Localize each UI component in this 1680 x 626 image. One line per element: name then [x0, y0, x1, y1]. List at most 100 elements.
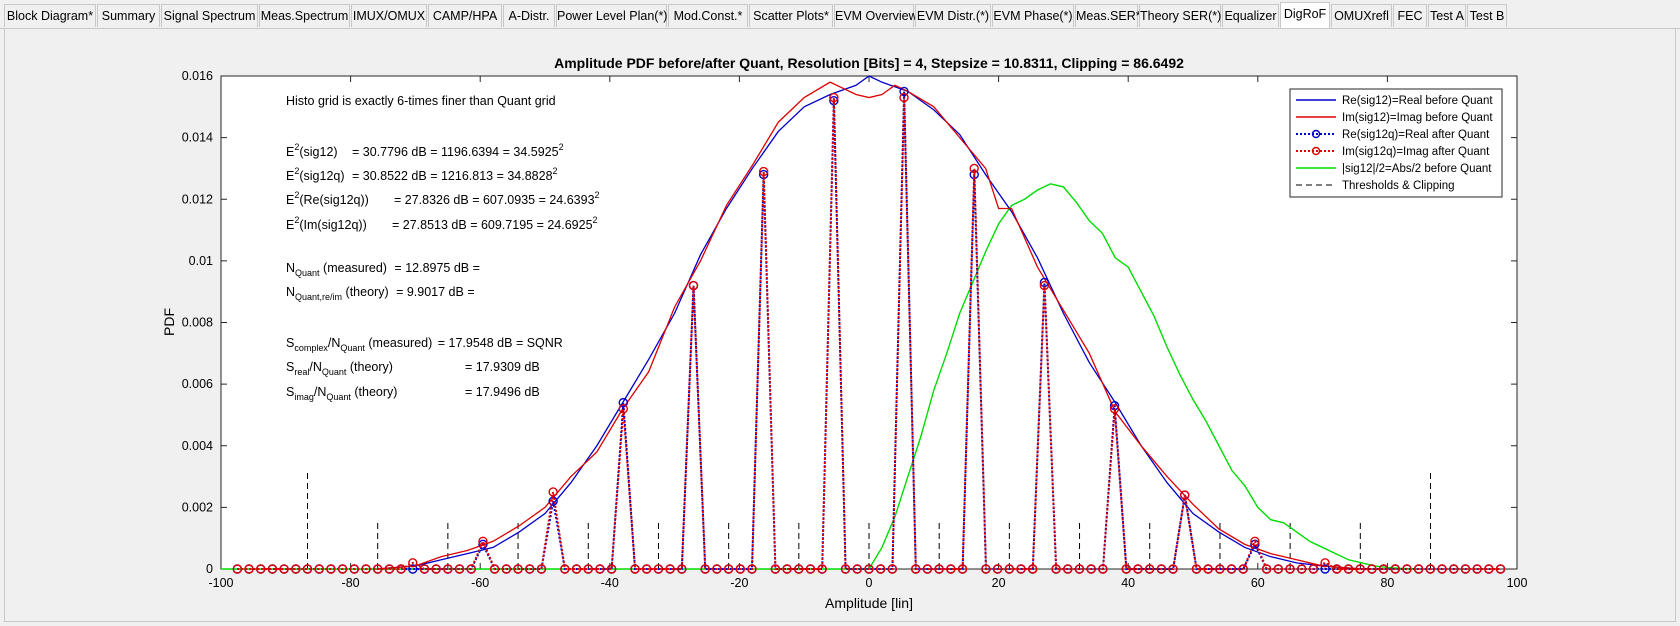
imag-after-quant-marker — [244, 564, 254, 574]
imag-after-quant-marker — [1156, 564, 1167, 574]
imag-after-quant-marker — [1308, 564, 1319, 574]
imag-after-quant-marker — [548, 487, 558, 497]
tab-scatter-plots[interactable]: Scatter Plots* — [749, 4, 833, 27]
y-tick-label: 0.016 — [182, 69, 213, 83]
imag-after-quant-marker — [1261, 564, 1272, 574]
imag-after-quant-marker — [1355, 564, 1365, 574]
histo-grid-note: Histo grid is exactly 6-times finer than… — [286, 94, 556, 108]
real-after-quant-marker — [478, 539, 488, 550]
tab-equalizer[interactable]: Equalizer — [1222, 4, 1279, 27]
tab-theory-ser[interactable]: Theory SER(*) — [1139, 4, 1221, 27]
tab-bar: Block Diagram* Summary Signal Spectrum Meas… — [0, 0, 1680, 29]
x-tick-label: -20 — [730, 576, 748, 590]
imag-after-quant-marker — [630, 564, 640, 574]
imag-after-quant-marker — [1238, 564, 1248, 574]
imag-after-quant-marker — [665, 564, 675, 574]
imag-after-quant-marker — [1495, 564, 1506, 574]
imag-after-quant-marker — [653, 564, 664, 574]
legend-abs-before-label: |sig12|/2=Abs/2 before Quant — [1342, 163, 1492, 175]
y-tick-label: 0.008 — [182, 316, 213, 330]
imag-after-quant-marker — [735, 564, 745, 574]
y-tick-label: 0.002 — [182, 500, 213, 514]
imag-after-quant-marker — [1133, 564, 1143, 574]
imag-after-quant-marker — [618, 404, 629, 414]
imag-after-quant-marker — [1215, 564, 1225, 574]
imag-after-quant-marker — [1121, 564, 1131, 574]
tab-meas-ser[interactable]: Meas.SER* — [1075, 4, 1141, 27]
imag-after-quant-marker — [677, 564, 687, 574]
energy-row: E2(sig12q) — [286, 166, 345, 183]
imag-after-quant-marker — [1285, 564, 1295, 574]
tab-block-diagram[interactable]: Block Diagram* — [4, 4, 96, 27]
imag-after-quant-marker — [1367, 564, 1377, 574]
imag-after-quant-marker — [957, 564, 968, 574]
imag-after-quant-marker — [758, 166, 769, 177]
y-tick-label: 0.006 — [182, 377, 213, 391]
imag-after-quant-marker — [1051, 564, 1061, 574]
energy-value: = 30.8522 dB = 1216.813 = 34.88282 — [352, 166, 558, 183]
imag-after-quant-marker — [1203, 564, 1213, 574]
tab-fec[interactable]: FEC — [1393, 4, 1427, 27]
tab-power-level-plan[interactable]: Power Level Plan(*) — [556, 4, 667, 27]
tab-camp-hpa[interactable]: CAMP/HPA — [428, 4, 502, 27]
chart-title: Amplitude PDF before/after Quant, Resolu… — [554, 55, 1184, 71]
imag-after-quant-marker — [688, 280, 699, 291]
imag-after-quant-marker — [443, 564, 453, 574]
noise-row: NQuant,re/im (theory) = 9.9017 dB = — [286, 285, 475, 302]
tab-summary[interactable]: Summary — [97, 4, 160, 27]
imag-after-quant-marker — [384, 564, 395, 574]
imag-after-quant-marker — [478, 536, 488, 546]
imag-after-quant-marker — [1098, 564, 1108, 574]
imag-after-quant-marker — [1460, 564, 1471, 574]
imag-after-quant-marker — [1343, 564, 1354, 574]
tab-omuxrefl[interactable]: OMUXrefl — [1331, 4, 1392, 27]
imag-after-quant-marker — [1027, 564, 1038, 574]
imag-after-quant-marker — [723, 564, 734, 574]
imag-after-quant-marker — [291, 564, 301, 574]
imag-after-quant-marker — [1086, 564, 1096, 574]
imag-after-quant-marker — [1004, 564, 1014, 574]
tab-test-a[interactable]: Test A — [1428, 4, 1466, 27]
tab-a-distr[interactable]: A-Distr. — [503, 4, 555, 27]
tab-evm-phase[interactable]: EVM Phase(*) — [992, 4, 1074, 27]
imag-after-quant-marker — [747, 564, 757, 574]
y-tick-label: 0.012 — [182, 192, 213, 206]
imag-after-quant-marker — [840, 564, 851, 574]
imag-after-quant-marker — [326, 564, 336, 574]
energy-value: = 27.8513 dB = 609.7195 = 24.69252 — [392, 215, 598, 232]
tab-signal-spectrum[interactable]: Signal Spectrum — [161, 4, 258, 27]
tab-evm-overview[interactable]: EVM Overview — [834, 4, 918, 27]
abs-before-quant-line — [221, 183, 1414, 570]
imag-after-quant-marker — [887, 564, 898, 574]
imag-after-quant-marker — [466, 564, 476, 574]
x-tick-label: -100 — [208, 576, 233, 590]
imag-after-quant-marker — [911, 564, 921, 574]
energy-row: E2(Im(sig12q)) — [286, 215, 367, 232]
imag-after-quant-marker — [583, 564, 593, 574]
imag-after-quant-marker — [501, 564, 512, 574]
imag-after-quant-marker — [1273, 564, 1284, 574]
tab-mod-const[interactable]: Mod.Const.* — [668, 4, 748, 27]
x-tick-label: 20 — [992, 576, 1006, 590]
real-after-quant-marker — [408, 564, 418, 574]
imag-after-quant-marker — [408, 558, 418, 568]
imag-after-quant-marker — [536, 564, 547, 574]
imag-after-quant-marker — [571, 564, 582, 574]
imag-after-quant-marker — [864, 564, 874, 574]
tab-digrof[interactable]: DigRoF — [1280, 2, 1330, 29]
tab-evm-distr[interactable]: EVM Distr.(*) — [915, 4, 991, 27]
tab-meas-spectrum[interactable]: Meas.Spectrum — [259, 4, 350, 27]
imag-after-quant-marker — [431, 564, 441, 574]
tab-imux-omux[interactable]: IMUX/OMUX — [351, 4, 427, 27]
imag-after-quant-marker — [1425, 564, 1436, 574]
imag-after-quant-marker — [992, 564, 1003, 574]
imag-after-quant-marker — [396, 564, 406, 574]
imag-after-quant-marker — [267, 564, 278, 574]
snr-row: Simag/NQuant (theory) = 17.9496 dB — [286, 385, 540, 402]
imag-after-quant-marker — [314, 564, 324, 574]
legend-real-before-label: Re(sig12)=Real before Quant — [1342, 95, 1493, 107]
x-tick-label: -80 — [342, 576, 360, 590]
tab-test-b[interactable]: Test B — [1467, 4, 1507, 27]
imag-after-quant-marker — [1074, 564, 1085, 574]
